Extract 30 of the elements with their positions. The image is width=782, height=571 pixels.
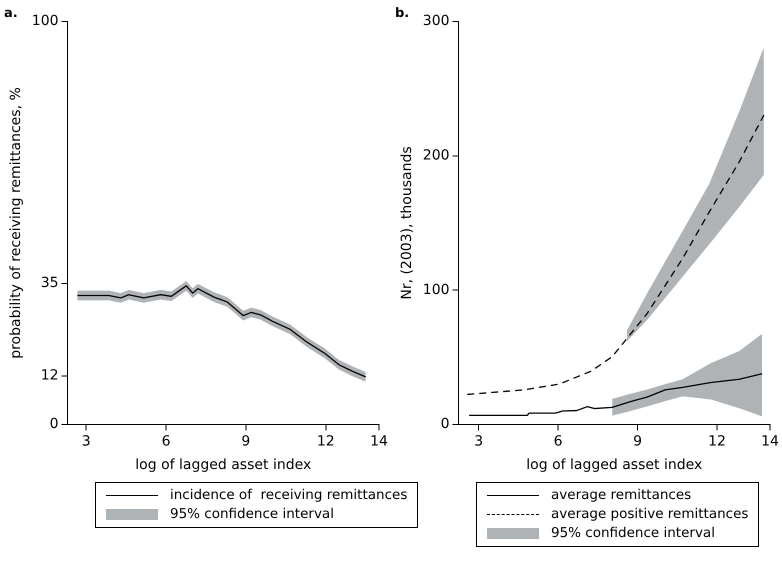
x-tick-label: 6: [162, 433, 171, 450]
x-tick-label: 3: [82, 433, 91, 450]
y-tick-label: 0: [50, 416, 59, 432]
chart-title: a.: [4, 6, 18, 22]
x-tick-label: 9: [241, 433, 250, 450]
x-tick-label: 3: [474, 433, 484, 450]
x-tick-label: 14: [370, 433, 388, 450]
y-axis-title: Nr, (2003), thousands: [399, 146, 416, 300]
x-tick-label: 6: [554, 433, 563, 450]
legend-label: average positive remittances: [551, 505, 748, 524]
y-tick-label: 100: [32, 13, 59, 30]
chart-title: b.: [395, 6, 410, 22]
y-tick-label: 300: [422, 13, 450, 30]
text: 95% confidence interval: [170, 505, 334, 524]
x-tick-label: 12: [708, 433, 726, 450]
text: 95% confidence interval: [551, 524, 715, 543]
x-tick-label: 9: [633, 433, 642, 450]
legend-label: average remittances: [551, 486, 692, 505]
y-tick-label: 12: [40, 368, 59, 384]
y-tick-label: 0: [440, 416, 450, 432]
line-series: [466, 114, 765, 396]
y-tick-label: 100: [422, 282, 450, 298]
y-tick-label: 200: [422, 148, 450, 164]
legend-label: incidence of receiving remittances: [170, 486, 408, 505]
x-tick-label: 12: [316, 433, 335, 450]
x-axis-title: log of lagged asset index: [135, 457, 312, 474]
y-axis-title: probability of receiving remittances, %: [8, 87, 24, 359]
y-tick-label: 35: [40, 275, 59, 292]
x-axis-title: log of lagged asset index: [526, 457, 702, 474]
x-tick-label: 14: [761, 433, 779, 450]
